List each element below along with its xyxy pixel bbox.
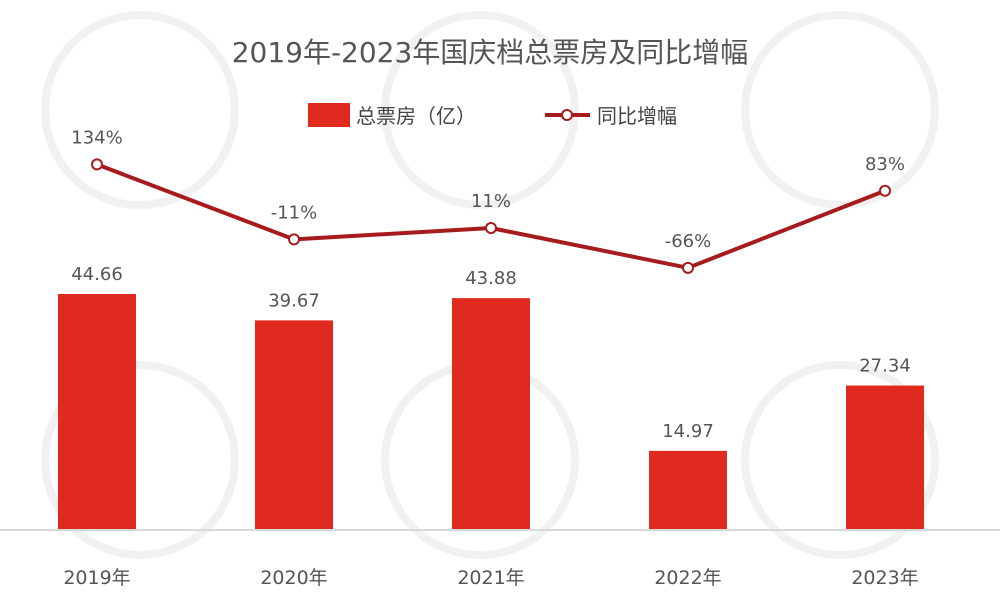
growth-line: [96, 162, 886, 270]
growth-point: [288, 233, 300, 246]
bar-2020年: [255, 320, 333, 530]
bar-series: [58, 294, 924, 530]
x-tick-label: 2019年: [63, 567, 130, 589]
growth-value-label: -11%: [271, 202, 318, 223]
x-tick-label: 2021年: [457, 567, 524, 589]
growth-point: [485, 222, 497, 235]
watermark-logo: [741, 361, 939, 559]
x-tick-label: 2023年: [851, 567, 918, 589]
growth-point: [682, 261, 694, 274]
bar-value-label: 27.34: [859, 356, 911, 377]
bar-2023年: [846, 385, 924, 530]
bar-2022年: [649, 450, 727, 530]
line-series: [91, 158, 891, 274]
legend-line-label: 同比增幅: [597, 104, 677, 128]
growth-value-label: 83%: [865, 154, 905, 175]
bar-value-label: 14.97: [662, 421, 714, 442]
watermark-logo: [41, 361, 239, 559]
growth-point: [879, 184, 891, 197]
legend: 总票房（亿） 同比增幅: [308, 103, 677, 128]
x-tick-label: 2022年: [654, 567, 721, 589]
bar-2019年: [58, 294, 136, 530]
growth-value-label: 134%: [71, 127, 122, 148]
growth-value-label: -66%: [665, 231, 712, 252]
legend-bar-label: 总票房（亿）: [356, 104, 476, 128]
x-tick-label: 2020年: [260, 567, 327, 589]
legend-bar-swatch: [308, 103, 350, 127]
chart-title: 2019年-2023年国庆档总票房及同比增幅: [232, 36, 749, 69]
bar-2021年: [452, 298, 530, 530]
bar-value-label: 44.66: [71, 264, 123, 285]
growth-point: [91, 158, 103, 171]
watermark-logo: [41, 11, 239, 209]
growth-value-label: 11%: [471, 191, 511, 212]
watermark-logo: [381, 11, 579, 209]
watermark-logo: [741, 11, 939, 209]
bar-value-label: 39.67: [268, 290, 320, 311]
legend-line-marker: [561, 109, 573, 121]
label-layer: 44.66 2019年 39.67 2020年 43.88 2021年 14.97 2022年…: [63, 127, 918, 589]
bar-value-label: 43.88: [465, 268, 517, 289]
